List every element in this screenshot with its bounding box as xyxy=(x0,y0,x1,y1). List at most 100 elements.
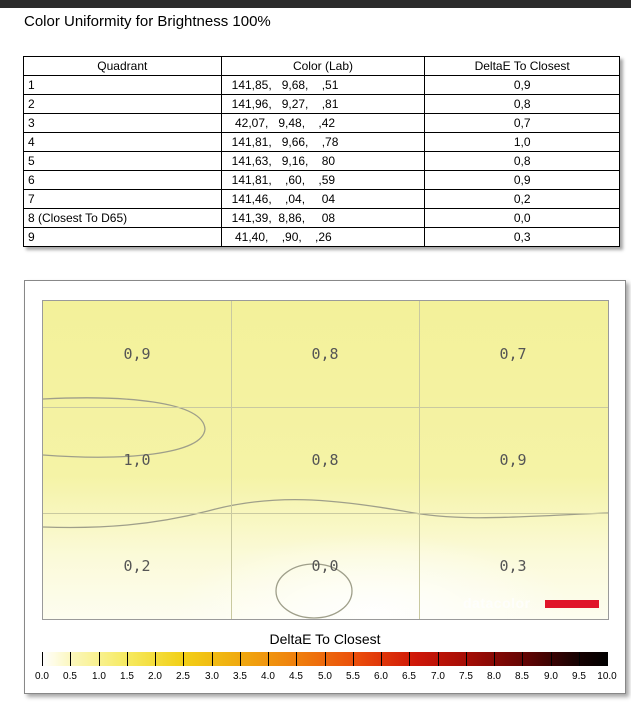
lab-cell: 141,85, 9,68, ,51 xyxy=(220,75,426,95)
scale-tick-label: 8.5 xyxy=(515,671,529,682)
scale-tick xyxy=(494,652,495,666)
scale-tick-label: 2.0 xyxy=(148,671,162,682)
grid-line xyxy=(231,301,232,619)
quadrant-value-1: 0,9 xyxy=(123,345,151,363)
quadrant-cell: 1 xyxy=(23,75,222,95)
quadrant-cell: 3 xyxy=(23,113,222,133)
scale-tick-label: 1.5 xyxy=(120,671,134,682)
color-lab-table: Quadrant Color (Lab) DeltaE To Closest 1… xyxy=(23,56,620,247)
scale-tick-label: 4.0 xyxy=(261,671,275,682)
scale-tick xyxy=(212,652,213,666)
quadrant-cell: 6 xyxy=(23,170,222,190)
scale-tick-label: 1.0 xyxy=(92,671,106,682)
deltae-cell: 0,3 xyxy=(424,227,620,247)
scale-tick xyxy=(353,652,354,666)
quadrant-cell: 7 xyxy=(23,189,222,209)
lab-cell: 141,46, ,04, 04 xyxy=(220,189,426,209)
uniformity-heatmap: 0,9 0,8 0,7 1,0 0,8 0,9 0,2 0,0 0,3 data… xyxy=(42,300,609,620)
grid-line xyxy=(43,513,608,514)
scale-tick xyxy=(325,652,326,666)
scale-tick xyxy=(607,652,608,666)
scale-tick xyxy=(296,652,297,666)
scale-tick xyxy=(381,652,382,666)
scale-tick xyxy=(127,652,128,666)
scale-tick-label: 6.0 xyxy=(374,671,388,682)
contour-lines xyxy=(43,397,608,619)
scale-tick-label: 4.5 xyxy=(289,671,303,682)
scale-tick xyxy=(240,652,241,666)
table-row: 4 141,81, 9,66, ,78 1,0 xyxy=(23,132,620,152)
lab-cell: 42,07, 9,48, ,42 xyxy=(220,113,426,133)
quadrant-value-7: 0,2 xyxy=(123,557,151,575)
scale-tick-label: 3.0 xyxy=(205,671,219,682)
scale-tick-label: 6.5 xyxy=(402,671,416,682)
scale-tick-label: 3.5 xyxy=(233,671,247,682)
uniformity-panel: 0,9 0,8 0,7 1,0 0,8 0,9 0,2 0,0 0,3 data… xyxy=(24,280,626,694)
brand-red-bar xyxy=(545,600,599,608)
quadrant-cell: 9 xyxy=(23,227,222,247)
scale-tick xyxy=(466,652,467,666)
table-row: 9 41,40, ,90, ,26 0,3 xyxy=(23,227,620,247)
quadrant-value-8: 0,0 xyxy=(311,557,339,575)
scale-tick-label: 7.5 xyxy=(459,671,473,682)
table-row: 2 141,96, 9,27, ,81 0,8 xyxy=(23,94,620,114)
lab-cell: 141,81, ,60, ,59 xyxy=(220,170,426,190)
column-header-quadrant: Quadrant xyxy=(23,56,222,76)
scale-tick xyxy=(551,652,552,666)
scale-tick-label: 8.0 xyxy=(487,671,501,682)
table-row: 1 141,85, 9,68, ,51 0,9 xyxy=(23,75,620,95)
scale-tick-label: 2.5 xyxy=(176,671,190,682)
page-title: Color Uniformity for Brightness 100% xyxy=(24,13,271,30)
quadrant-cell: 8 (Closest To D65) xyxy=(23,208,222,228)
table-row: 5 141,63, 9,16, 80 0,8 xyxy=(23,151,620,171)
table-row: 6 141,81, ,60, ,59 0,9 xyxy=(23,170,620,190)
quadrant-value-3: 0,7 xyxy=(499,345,527,363)
quadrant-cell: 5 xyxy=(23,151,222,171)
scale-tick xyxy=(438,652,439,666)
column-header-deltae: DeltaE To Closest xyxy=(424,56,620,76)
scale-tick xyxy=(99,652,100,666)
scale-tick xyxy=(155,652,156,666)
deltae-cell: 1,0 xyxy=(424,132,620,152)
table-row: 7 141,46, ,04, 04 0,2 xyxy=(23,189,620,209)
quadrant-value-9: 0,3 xyxy=(499,557,527,575)
lab-cell: 141,39, 8,86, 08 xyxy=(220,208,426,228)
deltae-cell: 0,8 xyxy=(424,151,620,171)
scale-tick-label: 10.0 xyxy=(597,671,617,682)
datacolor-logo: datacolor xyxy=(463,595,531,611)
scale-tick xyxy=(579,652,580,666)
grid-line xyxy=(43,407,608,408)
deltae-cell: 0,8 xyxy=(424,94,620,114)
scale-tick xyxy=(268,652,269,666)
deltae-cell: 0,7 xyxy=(424,113,620,133)
deltae-cell: 0,0 xyxy=(424,208,620,228)
quadrant-cell: 4 xyxy=(23,132,222,152)
scale-tick xyxy=(409,652,410,666)
scale-tick xyxy=(70,652,71,666)
deltae-cell: 0,9 xyxy=(424,75,620,95)
quadrant-value-2: 0,8 xyxy=(311,345,339,363)
legend-title: DeltaE To Closest xyxy=(269,631,381,647)
quadrant-cell: 2 xyxy=(23,94,222,114)
scale-tick-label: 9.0 xyxy=(544,671,558,682)
scale-tick-label: 0.5 xyxy=(63,671,77,682)
lab-cell: 41,40, ,90, ,26 xyxy=(220,227,426,247)
scale-tick-label: 9.5 xyxy=(572,671,586,682)
top-bar xyxy=(0,0,631,8)
lab-cell: 141,96, 9,27, ,81 xyxy=(220,94,426,114)
lab-cell: 141,81, 9,66, ,78 xyxy=(220,132,426,152)
deltae-cell: 0,9 xyxy=(424,170,620,190)
scale-ticks xyxy=(42,652,608,666)
table-row: 3 42,07, 9,48, ,42 0,7 xyxy=(23,113,620,133)
scale-tick xyxy=(42,652,43,666)
scale-tick xyxy=(522,652,523,666)
deltae-cell: 0,2 xyxy=(424,189,620,209)
scale-tick-label: 0.0 xyxy=(35,671,49,682)
quadrant-value-5: 0,8 xyxy=(311,451,339,469)
grid-line xyxy=(419,301,420,619)
scale-tick-label: 5.0 xyxy=(318,671,332,682)
scale-tick-label: 5.5 xyxy=(346,671,360,682)
table-row: 8 (Closest To D65) 141,39, 8,86, 08 0,0 xyxy=(23,208,620,228)
column-header-color-lab: Color (Lab) xyxy=(220,56,426,76)
quadrant-value-4: 1,0 xyxy=(123,451,151,469)
